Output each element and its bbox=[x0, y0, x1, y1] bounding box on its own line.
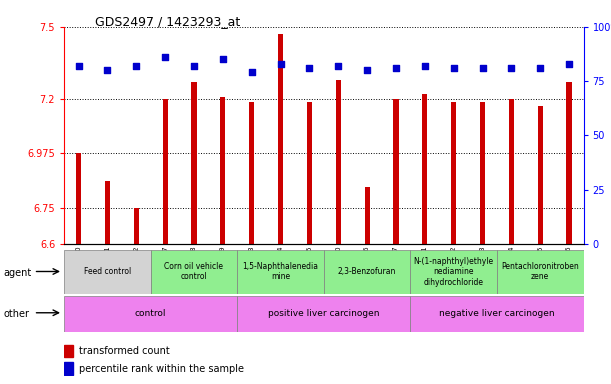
Bar bbox=[411, 296, 584, 332]
Bar bbox=[237, 250, 324, 294]
Point bbox=[507, 65, 516, 71]
Bar bbox=[64, 296, 237, 332]
Bar bbox=[480, 102, 485, 244]
Point bbox=[304, 65, 314, 71]
Text: percentile rank within the sample: percentile rank within the sample bbox=[79, 364, 244, 374]
Point bbox=[478, 65, 488, 71]
Bar bbox=[278, 34, 283, 244]
Bar bbox=[151, 250, 237, 294]
Bar bbox=[335, 80, 341, 244]
Text: agent: agent bbox=[3, 268, 31, 278]
Text: transformed count: transformed count bbox=[79, 346, 170, 356]
Bar bbox=[105, 181, 110, 244]
Point bbox=[247, 70, 257, 76]
Point bbox=[448, 65, 458, 71]
Bar bbox=[64, 250, 151, 294]
Bar bbox=[393, 99, 398, 244]
Bar bbox=[422, 94, 428, 244]
Text: positive liver carcinogen: positive liver carcinogen bbox=[268, 310, 379, 318]
Bar bbox=[249, 102, 254, 244]
Bar bbox=[220, 97, 225, 244]
Bar bbox=[566, 82, 572, 244]
Text: GDS2497 / 1423293_at: GDS2497 / 1423293_at bbox=[95, 15, 240, 28]
Point bbox=[564, 61, 574, 67]
Point bbox=[362, 67, 372, 73]
Bar bbox=[191, 82, 197, 244]
Point bbox=[131, 63, 141, 69]
Bar bbox=[134, 208, 139, 244]
Bar bbox=[237, 296, 411, 332]
Bar bbox=[76, 154, 81, 244]
Text: Pentachloronitroben
zene: Pentachloronitroben zene bbox=[502, 262, 579, 281]
Point bbox=[218, 56, 228, 63]
Point bbox=[276, 61, 285, 67]
Point bbox=[535, 65, 545, 71]
Text: Feed control: Feed control bbox=[84, 267, 131, 276]
Point bbox=[189, 63, 199, 69]
Bar bbox=[538, 106, 543, 244]
Text: 2,3-Benzofuran: 2,3-Benzofuran bbox=[338, 267, 397, 276]
Text: Corn oil vehicle
control: Corn oil vehicle control bbox=[164, 262, 224, 281]
Text: other: other bbox=[3, 309, 29, 319]
Point bbox=[334, 63, 343, 69]
Point bbox=[420, 63, 430, 69]
Bar bbox=[163, 99, 168, 244]
Point bbox=[391, 65, 401, 71]
Point bbox=[74, 63, 84, 69]
Bar bbox=[64, 362, 73, 375]
Text: 1,5-Naphthalenedia
mine: 1,5-Naphthalenedia mine bbox=[243, 262, 318, 281]
Bar bbox=[497, 250, 584, 294]
Text: negative liver carcinogen: negative liver carcinogen bbox=[439, 310, 555, 318]
Bar bbox=[64, 345, 73, 357]
Bar bbox=[307, 102, 312, 244]
Text: control: control bbox=[135, 310, 166, 318]
Bar bbox=[365, 187, 370, 244]
Point bbox=[103, 67, 112, 73]
Bar bbox=[411, 250, 497, 294]
Bar bbox=[509, 99, 514, 244]
Bar bbox=[324, 250, 411, 294]
Point bbox=[160, 54, 170, 60]
Bar bbox=[451, 102, 456, 244]
Text: N-(1-naphthyl)ethyle
nediamine
dihydrochloride: N-(1-naphthyl)ethyle nediamine dihydroch… bbox=[414, 257, 494, 286]
